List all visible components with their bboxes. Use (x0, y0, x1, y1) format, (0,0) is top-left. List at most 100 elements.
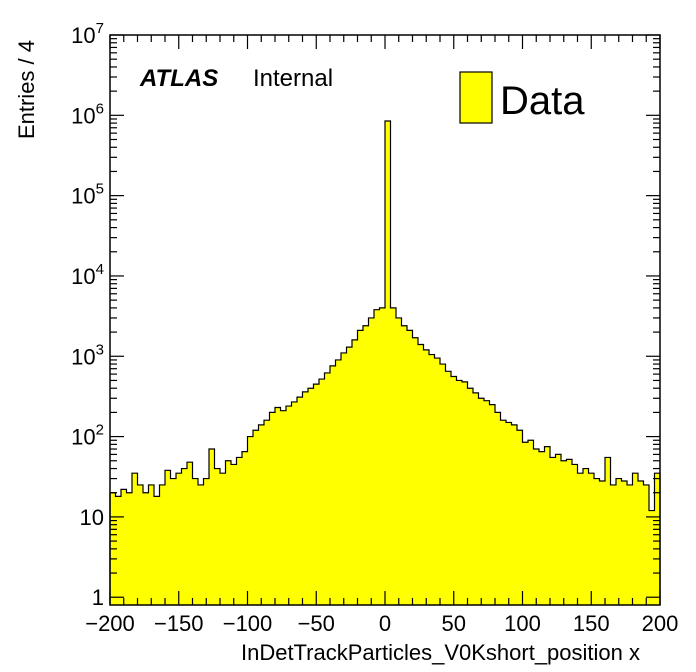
histogram-bar (154, 496, 160, 605)
histogram-bar (539, 451, 545, 605)
histogram-bar (555, 454, 562, 605)
histogram-bar (577, 473, 584, 605)
y-tick-label: 104 (71, 261, 104, 289)
histogram-bar (374, 309, 380, 605)
histogram-bar (231, 464, 237, 605)
histogram-bar (605, 457, 611, 605)
histogram-bar (451, 376, 457, 605)
histogram-bar (467, 388, 474, 605)
histogram-bar (170, 478, 177, 605)
histogram-bar (297, 397, 303, 605)
histogram-bar (610, 484, 617, 605)
histogram-bar (176, 473, 182, 605)
x-tick-label: 100 (504, 611, 541, 636)
histogram-bar (500, 420, 507, 605)
histogram-bar (319, 379, 325, 605)
y-axis-tick-labels: 1 10 102 103 104 105 106 107 (71, 20, 104, 610)
histogram-outline (109, 120, 661, 605)
histogram-bar (544, 446, 551, 605)
histogram-bar (533, 449, 540, 605)
histogram-bar (220, 473, 226, 605)
histogram-bar (621, 480, 628, 605)
histogram-bar (440, 364, 446, 605)
histogram-bar (269, 412, 276, 605)
histogram-bar (385, 120, 391, 606)
histogram-bar (286, 406, 292, 605)
histogram-bar (121, 489, 127, 605)
histogram-bar (550, 457, 556, 605)
histogram-bar (143, 492, 149, 605)
histogram-bar (418, 344, 424, 605)
histogram-bar (330, 365, 336, 605)
histogram-bar (489, 404, 496, 605)
histogram-bar (478, 398, 485, 605)
histogram-bar (649, 510, 655, 605)
histogram-bar (583, 468, 589, 605)
histogram-bar (473, 392, 479, 605)
histogram-bar (528, 440, 534, 605)
histogram-bar (324, 372, 331, 605)
histogram-bar (511, 424, 518, 605)
histogram-bar (302, 391, 309, 605)
histogram-bar (434, 358, 441, 605)
histogram-bar (275, 407, 281, 605)
histogram-bar (456, 380, 463, 605)
legend-swatch (459, 71, 493, 124)
y-axis-title: Entries / 4 (14, 40, 39, 139)
histogram-bar (627, 484, 633, 605)
histogram-bar (357, 330, 364, 605)
histogram-bar (396, 317, 402, 605)
histogram-bars (110, 120, 661, 606)
y-tick-label: 105 (71, 181, 104, 209)
x-tick-label: −50 (298, 611, 335, 636)
histogram-bar (566, 459, 573, 605)
x-tick-label: 150 (573, 611, 610, 636)
histogram-bar (258, 424, 265, 605)
histogram-bar (187, 462, 193, 605)
histogram-bar (313, 384, 320, 605)
y-tick-label: 1 (92, 585, 104, 610)
histogram-bar (588, 473, 595, 605)
y-tick-label: 103 (71, 341, 104, 369)
histogram-bar (462, 381, 468, 605)
histogram-bar (522, 442, 529, 605)
y-tick-label: 107 (71, 20, 104, 48)
x-axis-tick-labels: −200 −150 −100 −50 0 50 100 150 200 (85, 611, 678, 636)
histogram-bar (225, 460, 232, 605)
histogram-bar (335, 359, 342, 605)
histogram-bar (346, 347, 353, 605)
y-tick-label: 106 (71, 100, 104, 128)
histogram-bar (363, 325, 369, 605)
histogram-bar (264, 420, 270, 605)
histogram-bar (165, 470, 171, 605)
histogram-bar (643, 484, 650, 605)
histogram-bar (341, 352, 347, 605)
histogram-bar (368, 317, 375, 605)
histogram-bar (236, 457, 243, 605)
histogram-bar (137, 484, 144, 605)
histogram-bar (484, 400, 490, 605)
histogram-bar (638, 480, 644, 605)
histogram-bar (423, 349, 430, 605)
histogram-bar (214, 468, 221, 605)
histogram-bar (352, 339, 358, 605)
histogram-bar (517, 430, 523, 605)
histogram-bar (599, 480, 606, 605)
histogram-bar (654, 473, 661, 605)
x-axis-title: InDetTrackParticles_V0Kshort_position x (241, 640, 640, 665)
histogram-bar (209, 449, 215, 605)
x-tick-label: 200 (642, 611, 679, 636)
histogram-bar (198, 484, 204, 605)
histogram-bar (203, 478, 210, 605)
histogram-bar (506, 422, 512, 605)
histogram-bar (242, 451, 248, 605)
histogram-bar (407, 330, 413, 605)
y-tick-label: 10 (80, 505, 104, 530)
x-tick-label: −150 (154, 611, 204, 636)
atlas-label: ATLAS (139, 65, 218, 92)
x-tick-label: 0 (379, 611, 391, 636)
histogram-bar (181, 468, 188, 605)
histogram-bar (572, 464, 578, 605)
histogram-bar (616, 478, 622, 605)
